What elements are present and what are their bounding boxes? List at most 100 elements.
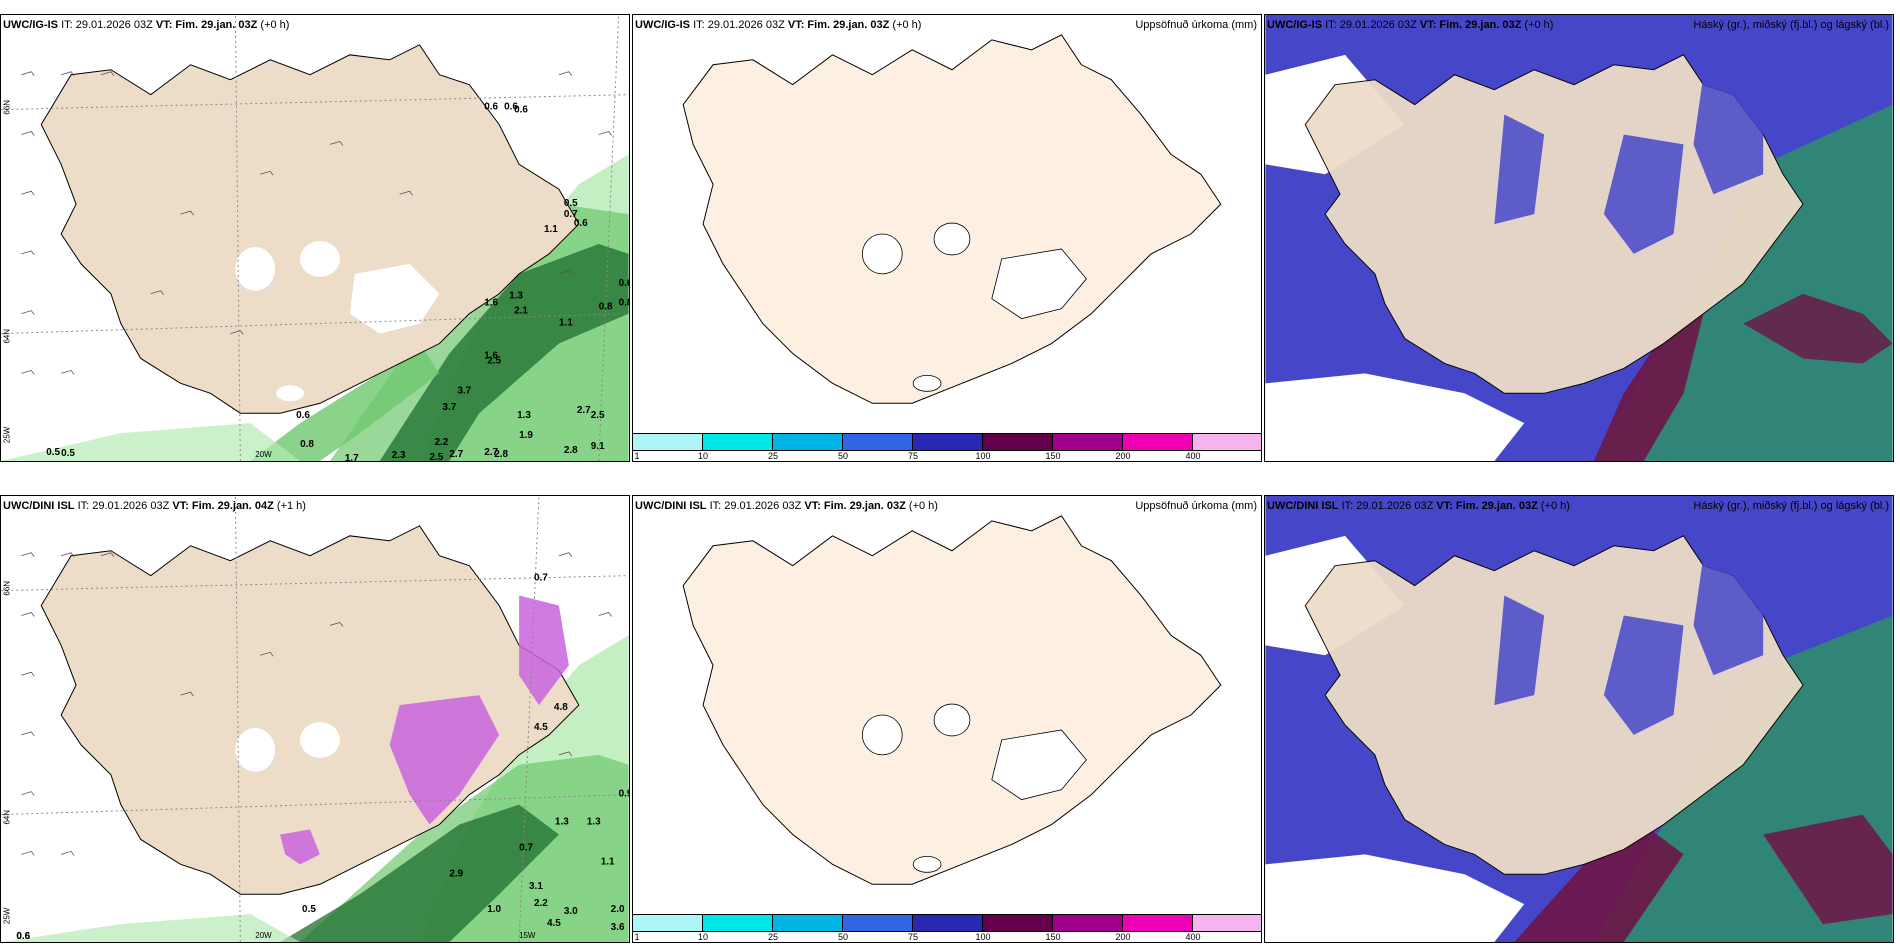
colorbar-tick-label: 10 (697, 451, 709, 461)
precip-value-label: 0.5 (564, 198, 578, 209)
precip-value-label: 1.7 (345, 453, 359, 461)
panel-dini-accum-precip: UWC/DINI ISL IT: 29.01.2026 03Z VT: Fim.… (632, 495, 1262, 943)
lead-time: (+1 h) (276, 500, 306, 512)
panel-header: UWC/DINI ISL IT: 29.01.2026 03Z VT: Fim.… (1267, 500, 1570, 512)
colorbar-swatch (983, 915, 1053, 931)
accum-precip-map (682, 515, 1222, 885)
colorbar-tick-label: 200 (1115, 932, 1131, 942)
precip-value-label: 2.5 (591, 410, 605, 421)
precip-value-label: 3.6 (611, 922, 625, 933)
accum-precip-map (682, 34, 1222, 404)
precip-value-label: 2.2 (434, 437, 448, 448)
colorbar-tick-label: 50 (837, 932, 849, 942)
colorbar-tick-label: 400 (1185, 932, 1201, 942)
colorbar-swatch (703, 915, 773, 931)
lead-time: (+0 h) (1540, 500, 1570, 512)
colorbar-tick-label: 10 (697, 932, 709, 942)
precip-value-label: 1.3 (517, 410, 531, 421)
precip-value-label: 2.8 (564, 445, 578, 456)
cloud-map (1265, 15, 1893, 461)
lat-64-label: 64N (2, 810, 11, 825)
iceland-land (1304, 54, 1804, 394)
wind-barbs (21, 552, 612, 856)
iceland-land (40, 44, 580, 414)
lon-25-label: 25W (2, 907, 11, 924)
precip-value-label: 0.8 (300, 439, 314, 450)
precip-value-label: 1.3 (587, 817, 601, 828)
precip-value-label: 1.0 (487, 904, 501, 915)
precip-value-labels: 0.60.60.60.50.70.61.11.31.62.10.60.80.81… (46, 102, 629, 461)
colorbar-tick-label: 150 (1045, 932, 1061, 942)
precip-value-label: 0.6 (619, 278, 629, 289)
precip-value-label: 0.5 (46, 447, 60, 458)
cloud-map (1265, 496, 1893, 942)
colorbar-swatch (1193, 915, 1261, 931)
valid-label: VT: (1419, 19, 1437, 31)
wind-precip-map: 66N 64N 25W 20W 15W 0.7 0.6 4.8 4.5 0.9 1.3 1.… (1, 496, 629, 942)
colorbar-swatch (773, 434, 843, 450)
panel-title: Uppsöfnuð úrkoma (mm) (1135, 19, 1257, 31)
precip-value-label: 1.1 (601, 856, 615, 867)
colorbar-tick-label: 25 (767, 932, 779, 942)
colorbar-swatch (843, 434, 913, 450)
colorbar-tick-label: 100 (975, 451, 991, 461)
colorbar-tick-label: 400 (1185, 451, 1201, 461)
precip-value-label: 1.1 (559, 318, 573, 329)
wind-barbs (21, 71, 612, 375)
precip-value-label: 0.6 (16, 931, 30, 942)
model-name: UWC/IG-IS (3, 19, 58, 31)
colorbar-swatch (913, 915, 983, 931)
colorbar-tick-label: 1 (634, 932, 640, 942)
lead-time: (+0 h) (908, 500, 938, 512)
panel-igis-wind-precip: UWC/IG-IS IT: 29.01.2026 03Z VT: Fim. 29… (0, 14, 630, 462)
colorbar-tick-label: 150 (1045, 451, 1061, 461)
precip-value-label: 1.6 (484, 350, 498, 361)
precip-colorbar: 1 10 25 50 75 100 150 200 400 (633, 433, 1261, 461)
precip-value-label: 2.7 (577, 405, 591, 416)
colorbar-swatch (633, 915, 703, 931)
valid-label: VT: (1436, 500, 1453, 512)
precip-value-label: 0.8 (619, 298, 629, 309)
precip-value-label: 4.5 (547, 918, 561, 929)
colorbar-swatch (1053, 915, 1123, 931)
precip-value-label: 1.1 (544, 224, 558, 235)
panel-igis-cloud: UWC/IG-IS IT: 29.01.2026 03Z VT: Fim. 29… (1264, 14, 1894, 462)
precip-value-label: 3.0 (564, 906, 578, 917)
init-time: IT: 29.01.2026 03Z (1325, 19, 1417, 31)
panel-dini-cloud: UWC/DINI ISL IT: 29.01.2026 03Z VT: Fim.… (1264, 495, 1894, 943)
precip-value-label: 3.1 (529, 881, 543, 892)
precip-value-label: 0.7 (534, 573, 548, 584)
precip-value-label: 0.6 (296, 410, 310, 421)
valid-time: Fim. 29.jan. 03Z (175, 19, 258, 31)
precip-value-label: 0.7 (564, 209, 578, 220)
init-time: IT: 29.01.2026 03Z (61, 19, 153, 31)
precip-value-labels: 0.7 0.6 4.8 4.5 0.9 1.3 1.3 0.7 1.1 2.9 3.1 2.2 2.0 3… (16, 573, 629, 942)
precip-value-label: 2.5 (487, 355, 501, 366)
lat-66-label: 66N (2, 100, 11, 115)
precip-value-label: 2.9 (449, 868, 463, 879)
panel-header: UWC/DINI ISL IT: 29.01.2026 03Z VT: Fim.… (3, 500, 306, 512)
lon-20-label: 20W (255, 931, 272, 940)
model-name: UWC/DINI ISL (3, 500, 75, 512)
colorbar-swatch (843, 915, 913, 931)
precip-value-label: 2.7 (449, 449, 463, 460)
colorbar-tick-label: 1 (634, 451, 640, 461)
iceland-land (1304, 535, 1804, 875)
panel-header: UWC/DINI ISL IT: 29.01.2026 03Z VT: Fim.… (635, 500, 938, 512)
panel-title: Háský (gr.), miðský (fj.bl.) og lágský (… (1693, 500, 1889, 512)
valid-time: Fim. 29.jan. 04Z (191, 500, 274, 512)
colorbar-swatch (703, 434, 773, 450)
precip-value-label: 1.9 (519, 430, 533, 441)
precip-value-label: 9.1 (591, 441, 605, 452)
colorbar-tick-label: 25 (767, 451, 779, 461)
valid-time: Fim. 29.jan. 03Z (1455, 500, 1538, 512)
valid-time: Fim. 29.jan. 03Z (807, 19, 890, 31)
precip-value-label: 0.6 (514, 105, 528, 116)
panel-igis-accum-precip: UWC/IG-IS IT: 29.01.2026 03Z VT: Fim. 29… (632, 14, 1262, 462)
colorbar-tick-label: 200 (1115, 451, 1131, 461)
precip-value-label: 0.5 (61, 448, 75, 459)
panel-header: UWC/IG-IS IT: 29.01.2026 03Z VT: Fim. 29… (1267, 19, 1553, 31)
panel-header: UWC/IG-IS IT: 29.01.2026 03Z VT: Fim. 29… (635, 19, 921, 31)
valid-time: Fim. 29.jan. 03Z (1439, 19, 1522, 31)
init-time: IT: 29.01.2026 03Z (1341, 500, 1434, 512)
